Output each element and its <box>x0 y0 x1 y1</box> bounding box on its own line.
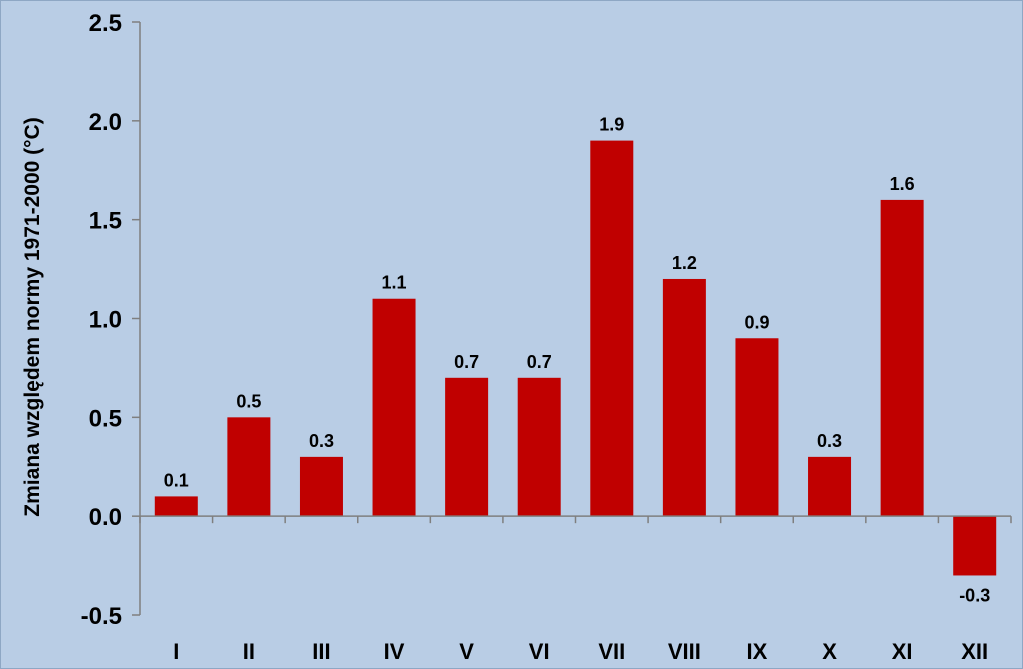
data-labels: 0.1 0.5 0.3 1.1 0.7 0.7 1.9 1.2 0.9 0.3 1.6 -0.3 <box>164 115 990 606</box>
x-tick-label: XII <box>961 639 988 664</box>
y-axis-ticks: 2.5 2.0 1.5 1.0 0.5 0.0 -0.5 <box>81 10 140 630</box>
x-tick-label: X <box>822 639 837 664</box>
bar-vi <box>517 377 561 517</box>
data-label: 0.3 <box>817 431 842 451</box>
bar-iii <box>299 456 343 517</box>
x-tick-label: VI <box>529 639 550 664</box>
x-tick-label: II <box>243 639 255 664</box>
bar-v <box>445 377 489 517</box>
y-tick-label: 1.5 <box>89 208 122 235</box>
y-tick-label: -0.5 <box>81 603 122 630</box>
bar-xii <box>953 516 997 576</box>
bar-viii <box>662 278 706 517</box>
data-label: 1.1 <box>382 273 407 293</box>
data-label: -0.3 <box>959 585 990 605</box>
x-tick-label: IX <box>747 639 768 664</box>
data-label: 1.2 <box>672 253 697 273</box>
x-tick-label: I <box>173 639 179 664</box>
x-tick-label: VII <box>598 639 625 664</box>
x-tick-label: IV <box>384 639 405 664</box>
data-label: 0.1 <box>164 470 189 490</box>
y-tick-label: 0.5 <box>89 405 122 432</box>
x-tick-label: V <box>459 639 474 664</box>
data-label: 0.3 <box>309 431 334 451</box>
bar-ii <box>227 417 271 517</box>
bar-xi <box>880 199 924 517</box>
x-tick-label: VIII <box>668 639 701 664</box>
data-label: 1.6 <box>890 174 915 194</box>
bars <box>154 140 997 576</box>
y-tick-label: 2.5 <box>89 10 122 37</box>
y-axis-title-group: Zmiana względem normy 1971-2000 (°C) <box>21 117 44 516</box>
y-tick-label: 1.0 <box>89 307 122 334</box>
x-tick-label: XI <box>892 639 913 664</box>
x-tick-label: III <box>312 639 330 664</box>
bar-ix <box>735 338 779 517</box>
axes <box>139 22 1012 615</box>
bar-i <box>154 496 198 517</box>
bar-vii <box>590 140 634 517</box>
data-label: 0.5 <box>236 391 261 411</box>
x-axis-labels: I II III IV V VI VII VIII IX X XI XII <box>173 639 988 664</box>
data-label: 0.7 <box>527 352 552 372</box>
bar-x <box>808 456 852 517</box>
data-label: 0.7 <box>454 352 479 372</box>
data-label: 1.9 <box>599 115 624 135</box>
data-label: 0.9 <box>744 312 769 332</box>
bar-iv <box>372 298 416 517</box>
y-axis-title: Zmiana względem normy 1971-2000 (°C) <box>21 117 44 516</box>
y-tick-label: 0.0 <box>89 504 122 531</box>
y-tick-label: 2.0 <box>89 109 122 136</box>
